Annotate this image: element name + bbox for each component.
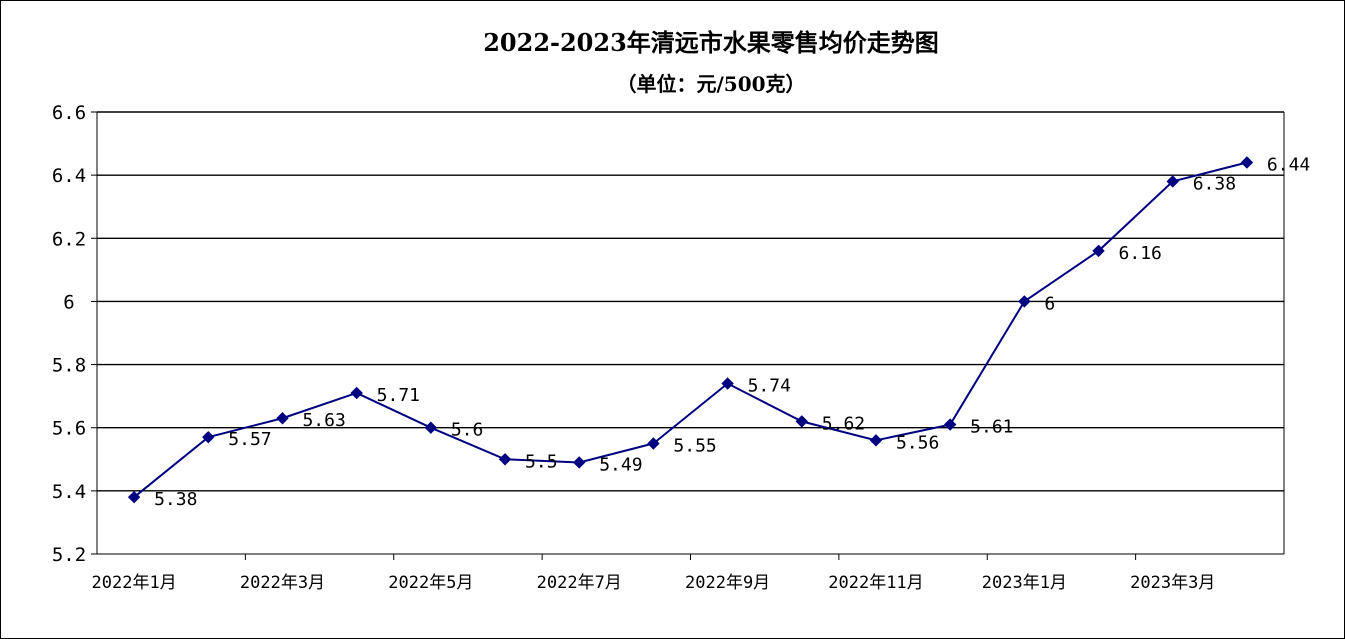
y-tick-label: 5.4 <box>52 481 86 503</box>
data-point-marker <box>1092 244 1105 258</box>
data-label: 6.16 <box>1119 243 1162 264</box>
data-label: 5.57 <box>228 429 271 450</box>
data-label: 5.71 <box>377 385 420 406</box>
data-point-marker <box>1018 295 1031 308</box>
data-point-marker <box>127 490 141 504</box>
data-point-marker <box>795 415 808 428</box>
data-point-marker <box>276 412 289 425</box>
data-point-marker <box>647 437 660 450</box>
y-tick-label: 5.8 <box>52 355 86 377</box>
data-point-marker <box>424 421 438 434</box>
y-tick-label: 6.6 <box>52 102 86 124</box>
data-point-marker <box>573 456 586 469</box>
x-tick-label: 2022年3月 <box>240 573 325 593</box>
data-point-marker <box>498 453 512 466</box>
x-tick-label: 2023年1月 <box>982 573 1067 593</box>
chart-title: 2022-2023年清远市水果零售均价走势图 <box>483 28 939 57</box>
y-tick-label: 6.4 <box>52 165 86 187</box>
x-tick-label: 2022年1月 <box>92 573 177 593</box>
data-label: 5.61 <box>970 417 1013 438</box>
x-tick-label: 2022年5月 <box>388 573 473 593</box>
data-label: 5.49 <box>599 454 642 475</box>
axes <box>96 112 1285 555</box>
data-labels: 5.38 5.57 5.63 5.71 5.6 5.5 5.49 5.55 5.74 5.62 5.… <box>154 155 1310 511</box>
data-point-marker <box>869 434 883 447</box>
data-label: 5.5 <box>525 451 558 472</box>
data-point-marker <box>202 430 215 444</box>
x-tick-label: 2022年7月 <box>537 573 622 593</box>
y-tick-label: 6 <box>63 291 74 313</box>
series-group <box>127 156 1254 504</box>
data-point-marker <box>943 418 957 431</box>
data-label: 5.74 <box>748 376 791 397</box>
data-label: 5.55 <box>673 436 716 457</box>
x-tick-label: 2022年11月 <box>828 573 923 593</box>
data-point-marker <box>1240 156 1254 169</box>
data-label: 5.6 <box>451 420 484 441</box>
y-tick-label: 6.2 <box>52 228 86 250</box>
chart-subtitle: （单位：元/500克） <box>616 72 805 96</box>
data-label: 6.38 <box>1193 173 1236 194</box>
data-point-marker <box>721 377 734 390</box>
series-line <box>133 161 1248 498</box>
data-label: 5.62 <box>822 413 865 434</box>
x-tick-label: 2022年9月 <box>685 573 770 593</box>
data-label: 5.63 <box>302 410 345 431</box>
data-label: 5.56 <box>896 432 939 453</box>
data-label: 5.38 <box>154 489 197 510</box>
data-label: 6 <box>1044 293 1055 314</box>
gridlines <box>97 111 1284 492</box>
y-tick-label: 5.2 <box>52 544 86 566</box>
data-point-marker <box>1166 175 1179 188</box>
x-axis-ticks: 2022年1月 2022年3月 2022年5月 2022年7月 2022年9月 2022年… <box>92 554 1215 593</box>
data-point-marker <box>350 386 363 400</box>
y-axis-ticks: 5.2 5.4 5.6 5.8 6 6.2 6.4 6.6 <box>52 102 97 566</box>
data-label: 6.44 <box>1267 155 1310 176</box>
x-tick-label: 2023年3月 <box>1130 573 1215 593</box>
y-tick-label: 5.6 <box>52 418 86 440</box>
